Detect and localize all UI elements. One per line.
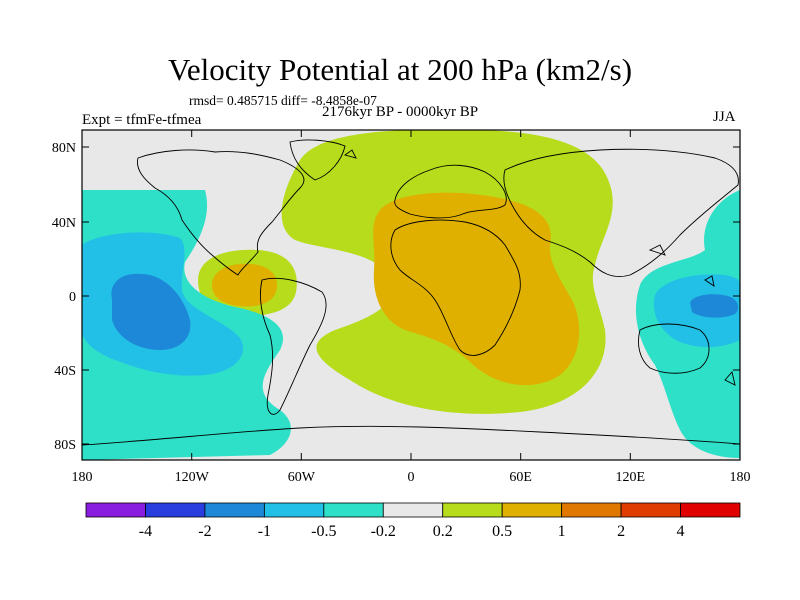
coastline-asia <box>503 148 739 277</box>
coastlines <box>82 139 740 446</box>
field-strong-negative-pacific <box>111 273 191 350</box>
latitude-axis: 80N 40N 0 40S 80S <box>52 141 740 453</box>
lat-tick-label: 40N <box>52 216 76 231</box>
colorbar-label: 0.2 <box>433 523 453 540</box>
coastline-europe <box>394 164 507 219</box>
map-area <box>82 130 740 460</box>
page-title: Velocity Potential at 200 hPa (km2/s) <box>167 52 633 87</box>
lat-tick-label: 40S <box>54 364 76 379</box>
coastline-south-america <box>259 277 327 415</box>
colorbar-swatch <box>382 502 444 518</box>
lat-tick-label: 80S <box>54 438 76 453</box>
lon-tick-label: 120W <box>175 470 210 485</box>
lat-tick-label: 80N <box>52 141 76 156</box>
colorbar-swatch <box>263 502 325 518</box>
colorbar-swatch <box>85 502 146 518</box>
longitude-axis: 180 120W 60W 0 60E 120E 180 <box>72 130 751 485</box>
lon-tick-label: 120E <box>616 470 646 485</box>
colorbar-swatch <box>680 502 741 518</box>
lon-tick-label: 60W <box>288 470 316 485</box>
colorbar-label: 2 <box>617 523 625 540</box>
colorbar-label: -4 <box>139 523 152 540</box>
coastline-north-america <box>137 149 305 276</box>
colorbar-swatch <box>442 502 503 518</box>
colorbar-label: -1 <box>258 523 271 540</box>
colorbar-swatch <box>501 502 563 518</box>
coastline-islands <box>343 149 736 386</box>
coastline-greenland <box>289 139 346 181</box>
colorbar-swatch <box>561 502 622 518</box>
colorbar-swatch <box>323 502 384 518</box>
lon-tick-label: 180 <box>72 470 93 485</box>
coastline-antarctica <box>82 425 740 446</box>
colorbar-label: 1 <box>558 523 566 540</box>
period-label: 2176kyr BP - 0000kyr BP <box>322 104 479 120</box>
lon-tick-label: 180 <box>730 470 751 485</box>
colorbar-label: -2 <box>198 523 211 540</box>
experiment-label: Expt = tfmFe-tfmea <box>82 112 202 128</box>
lon-tick-label: 0 <box>408 470 415 485</box>
coastline-africa <box>390 219 521 356</box>
coastline-australia <box>638 323 710 374</box>
colorbar-swatch <box>145 502 206 518</box>
colorbar-label: -0.5 <box>311 523 336 540</box>
field-positive-pacific <box>212 263 277 307</box>
stats-text: rmsd= 0.485715 diff= -8.4858e-07 <box>189 93 377 108</box>
colorbar-label: 0.5 <box>492 523 512 540</box>
field-strong-negative-westpac <box>690 294 739 318</box>
colorbar-swatch <box>620 502 681 518</box>
season-label: JJA <box>713 109 736 125</box>
colorbar-swatch <box>204 502 265 518</box>
field-positive-africa <box>373 192 580 386</box>
colorbar-label: 4 <box>677 523 685 540</box>
colorbar: -4 -2 -1 -0.5 -0.2 0.2 0.5 1 2 4 <box>85 502 741 540</box>
lon-tick-label: 60E <box>509 470 532 485</box>
colorbar-label: -0.2 <box>371 523 396 540</box>
lat-tick-label: 0 <box>69 290 76 305</box>
